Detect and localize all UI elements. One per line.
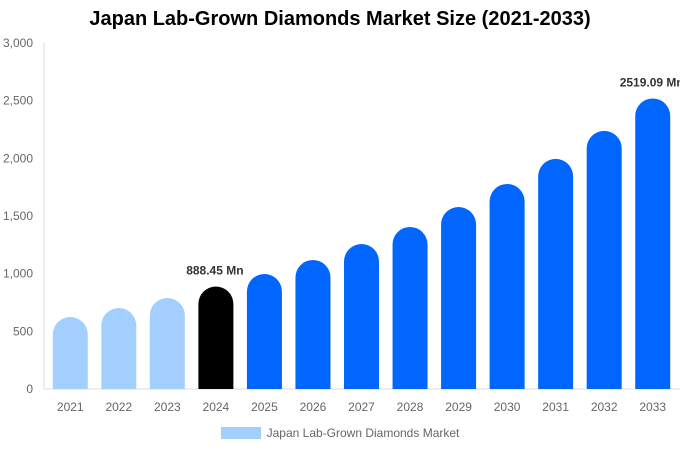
x-tick-label: 2025 — [251, 400, 278, 414]
x-tick-label: 2030 — [494, 400, 521, 414]
x-tick-label: 2029 — [445, 400, 472, 414]
y-tick-label: 3,000 — [3, 36, 33, 50]
x-tick-label: 2032 — [591, 400, 618, 414]
x-tick-label: 2028 — [397, 400, 424, 414]
y-tick-label: 2,500 — [3, 94, 33, 108]
y-tick-label: 1,500 — [3, 209, 33, 223]
data-label-2033: 2519.09 Mn — [620, 75, 680, 89]
legend: Japan Lab-Grown Diamonds Market — [0, 426, 680, 440]
x-tick-label: 2022 — [105, 400, 132, 414]
x-tick-label: 2026 — [300, 400, 327, 414]
y-tick-label: 1,000 — [3, 267, 33, 281]
x-tick-label: 2023 — [154, 400, 181, 414]
bar-2023 — [149, 298, 185, 389]
chart-title: Japan Lab-Grown Diamonds Market Size (20… — [89, 8, 591, 30]
bar-2026 — [295, 259, 331, 389]
bar-2021 — [52, 317, 88, 389]
bar-2024 — [198, 286, 234, 389]
bar-2033 — [635, 98, 671, 389]
bar-2029 — [441, 207, 477, 389]
bar-2022 — [101, 308, 137, 389]
x-tick-label: 2024 — [203, 400, 230, 414]
legend-swatch — [220, 427, 261, 439]
bar-2031 — [538, 158, 574, 389]
bar-2032 — [586, 130, 622, 389]
bar-2027 — [344, 244, 379, 389]
x-tick-label: 2027 — [348, 400, 375, 414]
y-tick-label: 2,000 — [3, 151, 33, 165]
x-tick-label: 2033 — [639, 400, 666, 414]
legend-label: Japan Lab-Grown Diamonds Market — [266, 426, 460, 440]
y-tick-label: 500 — [13, 324, 33, 338]
bar-2025 — [246, 274, 282, 389]
bar-2030 — [489, 183, 525, 389]
data-label-2024: 888.45 Mn — [186, 264, 243, 278]
y-tick-label: 0 — [26, 382, 33, 396]
x-tick-label: 2031 — [542, 400, 569, 414]
bar-2028 — [392, 226, 428, 389]
x-tick-label: 2021 — [57, 400, 84, 414]
